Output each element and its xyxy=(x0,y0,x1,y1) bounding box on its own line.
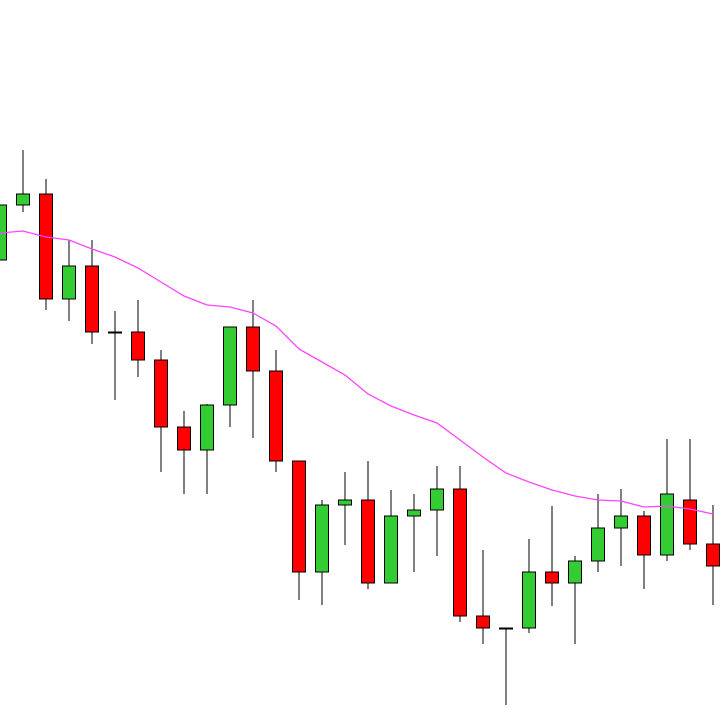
candle-body xyxy=(292,460,306,573)
candle-body xyxy=(522,571,536,629)
candle-body xyxy=(545,571,559,584)
moving-average-line xyxy=(0,230,714,515)
candle-body xyxy=(62,265,76,300)
candle-body xyxy=(315,504,329,573)
candle-body xyxy=(361,499,375,584)
candle-body xyxy=(430,488,444,511)
candle-body xyxy=(200,404,214,451)
candle-body xyxy=(706,543,720,567)
candle-body xyxy=(16,193,30,206)
candle-body xyxy=(499,627,513,630)
candle-body xyxy=(177,426,191,451)
candle-body xyxy=(39,193,53,300)
candle-body xyxy=(223,326,237,406)
candle-body xyxy=(246,326,260,372)
candle-body xyxy=(591,527,605,562)
candle-body xyxy=(384,515,398,584)
candle-body xyxy=(407,509,421,517)
candle-body xyxy=(683,499,697,545)
candle-body xyxy=(154,359,168,428)
candle-body xyxy=(131,331,145,361)
candle-body xyxy=(660,493,674,556)
candle-body xyxy=(108,331,122,334)
candle-body xyxy=(476,615,490,629)
candle-body xyxy=(453,488,467,617)
candle-body xyxy=(614,515,628,529)
candle-body xyxy=(338,499,352,506)
candle-body xyxy=(568,560,582,584)
candle-body xyxy=(85,265,99,333)
candle-body xyxy=(269,370,283,462)
candle-body xyxy=(637,515,651,556)
